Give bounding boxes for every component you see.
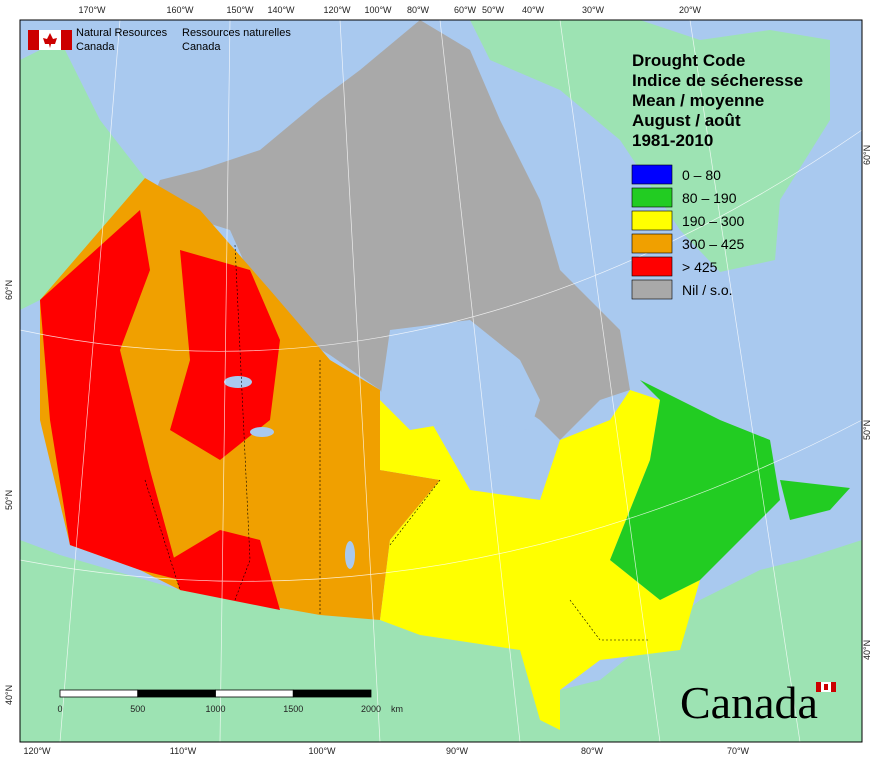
south-region — [170, 530, 280, 610]
map-frame — [19, 19, 863, 743]
longitude-label: 80°W — [581, 746, 604, 756]
agency-fr: Ressources naturelles — [182, 27, 291, 39]
alaska — [20, 40, 145, 310]
scale-label: 1500 — [283, 704, 303, 714]
legend-label: 80 – 190 — [682, 190, 737, 206]
lake — [250, 427, 274, 437]
legend-swatch — [631, 164, 673, 185]
legend-label: 190 – 300 — [682, 213, 744, 229]
legend-swatch — [631, 233, 673, 254]
legend-label: 300 – 425 — [682, 236, 744, 252]
agency-en: Canada — [76, 41, 115, 53]
agency-fr: Canada — [182, 41, 221, 53]
legend-swatch — [631, 187, 673, 208]
longitude-label: 170°W — [78, 5, 106, 15]
legend-title: Mean / moyenne — [632, 91, 764, 110]
longitude-label: 40°W — [522, 5, 545, 15]
scale-bar: 0 500 1000 1500 2000 km — [57, 689, 403, 714]
latitude-label: 50°N — [4, 490, 14, 510]
scale-label: 2000 — [361, 704, 381, 714]
longitude-label: 140°W — [267, 5, 295, 15]
wordmark-flag — [816, 682, 836, 692]
longitude-label: 90°W — [446, 746, 469, 756]
arctic-region — [150, 20, 630, 440]
longitude-label: 80°W — [407, 5, 430, 15]
longitude-label: 20°W — [679, 5, 702, 15]
longitude-label: 120°W — [23, 746, 51, 756]
east-region — [610, 380, 780, 600]
latitude-label: 60°N — [4, 280, 14, 300]
longitude-label: 50°W — [482, 5, 505, 15]
longitude-label: 30°W — [582, 5, 605, 15]
scale-label: 0 — [57, 704, 62, 714]
legend-label: > 425 — [682, 259, 718, 275]
lake — [224, 376, 252, 388]
flag — [28, 30, 72, 50]
legend-swatch — [631, 279, 673, 300]
legend-title: August / août — [632, 111, 741, 130]
legend-label: Nil / s.o. — [682, 282, 733, 298]
lake — [345, 541, 355, 569]
longitude-label: 60°W — [454, 5, 477, 15]
scale-segment — [59, 689, 139, 698]
legend-title: 1981-2010 — [632, 131, 713, 150]
longitude-label: 110°W — [170, 746, 197, 756]
legend-label: 0 – 80 — [682, 167, 721, 183]
latitude-label: 40°N — [4, 685, 14, 705]
legend-swatch — [631, 210, 673, 231]
latitude-label: 60°N — [862, 145, 872, 165]
scale-unit: km — [391, 704, 403, 714]
latitude-label: 50°N — [862, 420, 872, 440]
north-region — [170, 250, 280, 460]
central-region — [380, 390, 700, 730]
legend-title: Indice de sécheresse — [632, 71, 803, 90]
wordmark: Canada — [680, 677, 818, 728]
graticule — [19, 19, 863, 743]
legend-swatch — [631, 256, 673, 277]
hudson-bay — [380, 320, 540, 430]
longitude-label: 100°W — [308, 746, 336, 756]
scale-segment — [137, 689, 216, 698]
greenland — [470, 20, 830, 272]
legend-title: Drought Code — [632, 51, 745, 70]
longitude-label: 70°W — [727, 746, 750, 756]
latitude-label: 40°N — [862, 640, 872, 660]
scale-segment — [292, 689, 372, 698]
agency-en: Natural Resources — [76, 27, 168, 39]
longitude-label: 120°W — [323, 5, 351, 15]
west-region — [40, 210, 180, 580]
scale-label: 500 — [130, 704, 145, 714]
scale-segment — [215, 689, 294, 698]
graticule-labels: 170°W 160°W 150°W 140°W 120°W 100°W 80°W 60°W 50… — [4, 5, 872, 756]
boundaries — [144, 244, 650, 641]
scale-label: 1000 — [205, 704, 225, 714]
maritime-region — [780, 480, 850, 520]
longitude-label: 160°W — [166, 5, 194, 15]
longitude-label: 150°W — [226, 5, 254, 15]
longitude-label: 100°W — [364, 5, 392, 15]
